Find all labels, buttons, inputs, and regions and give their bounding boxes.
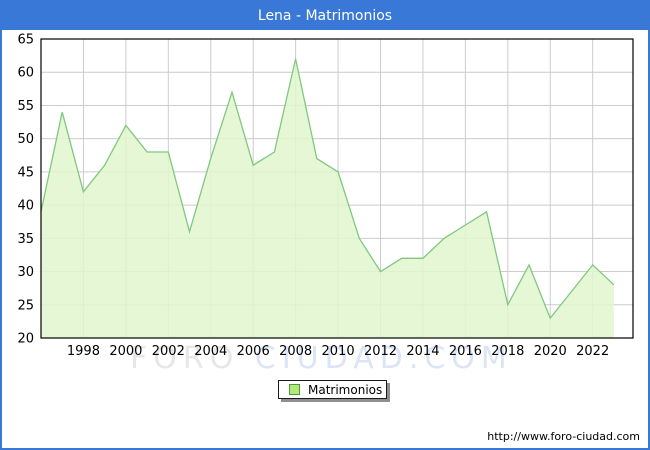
- x-tick-label: 2014: [406, 344, 439, 359]
- x-tick-label: 2000: [109, 344, 142, 359]
- y-tick-label: 45: [17, 165, 34, 180]
- y-tick-label: 20: [17, 332, 34, 347]
- y-tick-label: 35: [17, 232, 34, 247]
- footer-url[interactable]: http://www.foro-ciudad.com: [487, 430, 640, 443]
- legend-swatch-icon: [289, 384, 300, 395]
- y-tick-label: 55: [17, 99, 34, 114]
- x-tick-label: 2008: [279, 344, 312, 359]
- y-tick-label: 65: [17, 33, 34, 48]
- y-tick-label: 50: [17, 132, 34, 147]
- page-title: Lena - Matrimonios: [257, 8, 393, 24]
- x-tick-label: 2006: [237, 344, 270, 359]
- x-tick-label: 2020: [534, 344, 567, 359]
- series-line: [40, 58, 615, 320]
- x-tick-label: 2004: [194, 344, 227, 359]
- plot-border: [40, 38, 634, 339]
- legend: Matrimonios: [278, 380, 387, 399]
- x-tick-label: 2002: [152, 344, 185, 359]
- x-tick-label: 2010: [322, 344, 355, 359]
- y-tick-label: 40: [17, 199, 34, 214]
- legend-label: Matrimonios: [308, 382, 383, 397]
- y-tick-label: 25: [17, 298, 34, 313]
- y-tick-label: 30: [17, 265, 34, 280]
- series-area: [41, 58, 614, 339]
- y-tick-label: 60: [17, 66, 34, 81]
- x-tick-label: 2012: [364, 344, 397, 359]
- title-bar: Lena - Matrimonios: [2, 2, 648, 30]
- x-tick-label: 2018: [491, 344, 524, 359]
- x-tick-label: 2022: [576, 344, 609, 359]
- x-tick-label: 2016: [449, 344, 482, 359]
- x-tick-label: 1998: [67, 344, 100, 359]
